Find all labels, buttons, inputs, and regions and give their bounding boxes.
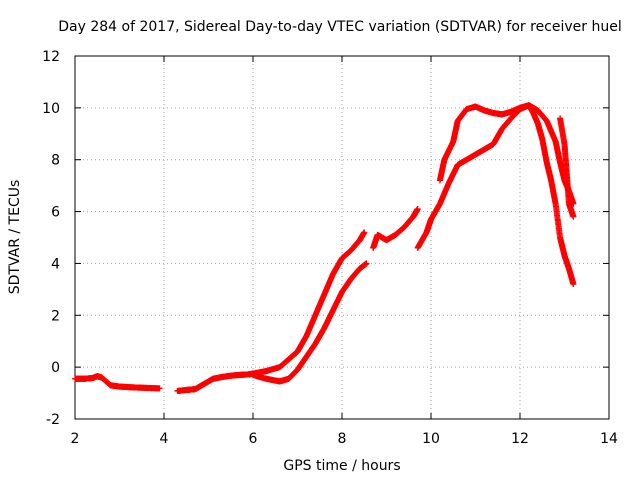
x-tick-label: 6 (249, 431, 258, 447)
chart-title: Day 284 of 2017, Sidereal Day-to-day VTE… (58, 19, 621, 35)
data-point (361, 229, 368, 236)
series-trace-3 (370, 205, 421, 251)
y-tick-label: 6 (51, 205, 60, 221)
x-axis-label: GPS time / hours (283, 458, 400, 474)
y-axis-label: SDTVAR / TECUs (7, 180, 23, 295)
x-tick-label: 8 (338, 431, 347, 447)
data-point (414, 205, 421, 212)
y-tick-label: 0 (51, 360, 60, 376)
x-tick-label: 2 (71, 431, 80, 447)
data-point (156, 385, 163, 392)
x-tick-label: 10 (422, 431, 440, 447)
series-early-segment-B (174, 370, 256, 394)
y-tick-label: 10 (42, 101, 60, 117)
axis-ticks (74, 55, 610, 420)
series-trace-6 (557, 115, 577, 220)
data-point (570, 281, 577, 288)
y-tick-label: 2 (51, 308, 60, 324)
x-tick-label: 12 (511, 431, 529, 447)
data-point (570, 213, 577, 220)
x-tick-label: 4 (160, 431, 169, 447)
x-tick-labels: 2 4 6 8 10 12 14 (71, 431, 618, 447)
series-trace-2 (250, 260, 370, 385)
series-trace-5 (436, 102, 577, 288)
y-tick-labels: -2 0 2 4 6 8 10 12 (42, 49, 60, 428)
x-tick-label: 14 (600, 431, 618, 447)
series-early-segment-A (72, 373, 163, 392)
series-trace-1 (250, 229, 368, 377)
y-tick-label: 12 (42, 49, 60, 65)
data-points (72, 102, 577, 394)
data-point (363, 260, 370, 267)
y-tick-label: -2 (46, 412, 60, 428)
y-tick-label: 4 (51, 256, 60, 272)
y-tick-label: 8 (51, 153, 60, 169)
